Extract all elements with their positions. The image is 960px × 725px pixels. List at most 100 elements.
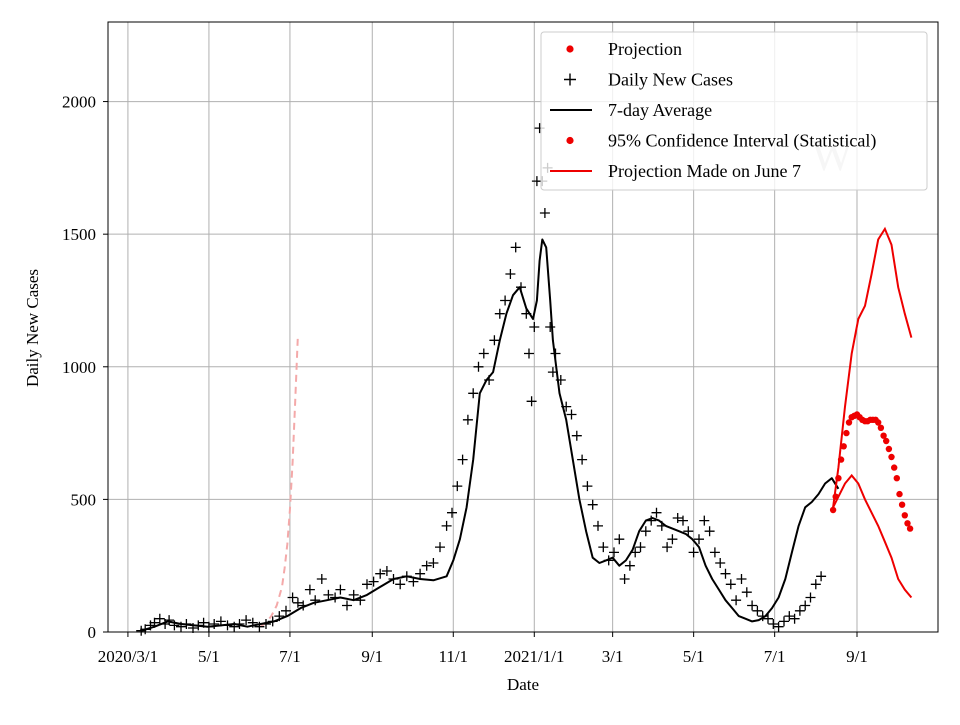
daily-case-marker <box>524 348 534 359</box>
legend-dot-icon <box>566 136 574 145</box>
daily-case-marker <box>720 568 731 579</box>
daily-case-marker <box>368 576 379 587</box>
projection-point <box>896 490 903 498</box>
daily-case-marker <box>381 566 392 576</box>
daily-case-marker <box>709 547 720 558</box>
x-tick-label: 9/1 <box>846 647 868 666</box>
daily-case-marker <box>489 335 500 346</box>
daily-case-marker <box>395 579 406 590</box>
daily-case-marker <box>715 558 726 568</box>
daily-case-marker <box>752 605 763 616</box>
daily-case-marker <box>741 587 752 598</box>
projection-point <box>840 443 847 450</box>
x-tick-label: 11/1 <box>438 647 468 666</box>
x-tick-label: 7/1 <box>764 647 786 666</box>
daily-case-marker <box>281 605 291 616</box>
daily-case-marker <box>566 409 577 420</box>
daily-case-marker <box>241 615 252 626</box>
projection-point <box>880 432 887 439</box>
projection-point <box>877 424 885 431</box>
y-axis-label: Daily New Cases <box>23 269 42 387</box>
daily-case-marker <box>667 534 678 545</box>
daily-case-marker <box>164 615 175 626</box>
daily-case-marker <box>609 547 619 558</box>
legend-entry: 95% Confidence Interval (Statistical) <box>566 131 876 152</box>
daily-case-marker <box>651 507 662 518</box>
x-tick-label: 7/1 <box>279 647 301 666</box>
plot-frame <box>107 21 939 633</box>
daily-case-marker <box>779 616 789 627</box>
daily-case-marker <box>763 613 773 624</box>
daily-case-marker <box>428 558 439 568</box>
x-tick-label: 9/1 <box>361 647 383 666</box>
projection-point <box>843 429 850 437</box>
daily-case-marker <box>529 322 540 332</box>
daily-case-marker <box>624 560 635 571</box>
legend-dot-icon <box>566 45 574 53</box>
daily-case-marker <box>494 308 505 319</box>
legend-entry: Daily New Cases <box>564 70 733 90</box>
daily-case-marker <box>545 322 556 332</box>
daily-case-marker <box>810 579 821 590</box>
daily-case-marker <box>598 542 609 553</box>
daily-case-marker <box>725 579 736 590</box>
daily-case-marker <box>704 526 715 537</box>
daily-case-marker <box>478 348 489 359</box>
legend-entry: Projection <box>566 39 682 59</box>
projection-point <box>898 501 906 508</box>
y-tick-label: 500 <box>71 490 97 509</box>
daily-case-marker <box>683 526 694 537</box>
daily-case-marker <box>694 534 704 545</box>
daily-case-marker <box>678 515 688 526</box>
daily-case-marker <box>768 619 779 629</box>
daily-case-marker <box>794 605 805 616</box>
y-tick-label: 2000 <box>62 93 96 112</box>
projection-point <box>906 525 914 532</box>
daily-case-marker <box>452 481 463 492</box>
daily-case-marker <box>539 208 550 218</box>
daily-case-marker <box>571 430 582 441</box>
daily-case-marker <box>784 611 795 622</box>
daily-case-marker <box>342 600 352 611</box>
y-tick-label: 1000 <box>62 358 96 377</box>
daily-case-marker <box>441 520 452 531</box>
daily-case-marker <box>747 600 758 611</box>
early-projection-dashed-line <box>260 334 299 628</box>
projection-point <box>837 456 845 463</box>
daily-case-marker <box>348 589 359 600</box>
daily-case-marker <box>526 396 537 407</box>
daily-case-marker <box>421 560 432 571</box>
daily-case-marker <box>415 568 426 579</box>
daily-case-marker <box>688 547 699 558</box>
daily-case-marker <box>582 481 593 492</box>
projection-point <box>875 419 882 426</box>
projection-point <box>835 475 842 482</box>
daily-case-marker <box>800 600 811 611</box>
daily-case-marker <box>731 595 742 606</box>
projection-point <box>829 506 837 514</box>
projection-point <box>883 437 890 445</box>
x-tick-label: 5/1 <box>198 647 220 666</box>
x-tick-label: 3/1 <box>602 647 624 666</box>
daily-case-marker <box>662 542 673 553</box>
legend-entry: 7-day Average <box>550 100 712 120</box>
daily-case-marker <box>736 574 747 584</box>
daily-case-marker <box>510 242 521 253</box>
projection-point <box>888 453 895 461</box>
daily-case-marker <box>154 613 165 624</box>
legend-label: 7-day Average <box>608 100 712 120</box>
legend-entry: Projection Made on June 7 <box>550 161 801 181</box>
daily-case-marker <box>635 542 646 553</box>
projection-lower-line <box>832 473 913 599</box>
daily-case-marker <box>473 361 484 372</box>
daily-case-marker <box>699 515 710 526</box>
daily-case-marker <box>614 534 625 545</box>
x-tick-label: 5/1 <box>683 647 705 666</box>
legend-label: Daily New Cases <box>608 70 733 90</box>
daily-case-marker <box>619 574 630 584</box>
y-tick-label: 1500 <box>62 225 96 244</box>
daily-case-marker <box>587 499 598 510</box>
daily-case-marker <box>805 592 816 603</box>
